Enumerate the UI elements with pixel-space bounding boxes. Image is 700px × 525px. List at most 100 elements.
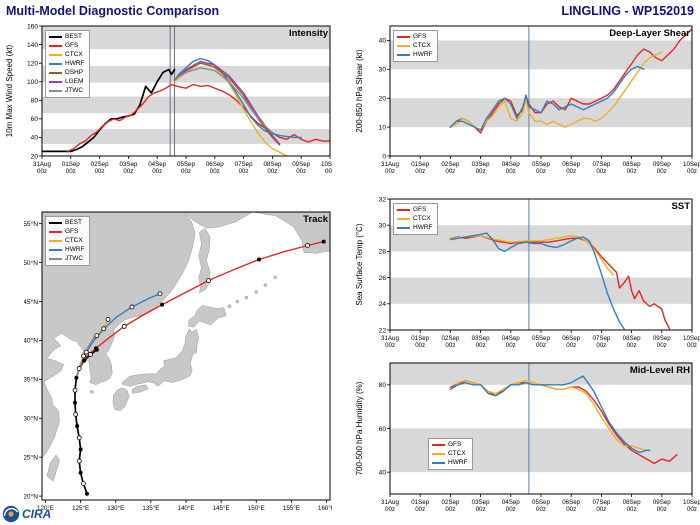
svg-text:155°E: 155°E bbox=[283, 505, 300, 512]
svg-text:26: 26 bbox=[379, 275, 387, 282]
rh-legend: GFS CTCX HWRF bbox=[428, 438, 473, 470]
rh-panel-title: Mid-Level RH bbox=[629, 365, 690, 376]
legend-label-jtwc: JTWC bbox=[65, 255, 84, 262]
svg-text:140: 140 bbox=[27, 42, 38, 49]
legend-swatch-jtwc bbox=[49, 89, 62, 92]
legend-swatch-dshp bbox=[49, 71, 62, 74]
legend-label-ctcx: CTCX bbox=[413, 42, 431, 49]
rh-chart: 31Aug 00z 01Sep 00z 02Sep 00z 03Sep 00z 04Sep 00z… bbox=[379, 362, 700, 513]
legend-label-gfs: GFS bbox=[65, 42, 79, 49]
legend-swatch-best bbox=[49, 35, 62, 38]
svg-text:55°N: 55°N bbox=[24, 220, 38, 228]
legend-label-best: BEST bbox=[65, 219, 82, 226]
legend-label-hwrf: HWRF bbox=[413, 51, 433, 58]
svg-text:130°E: 130°E bbox=[107, 505, 124, 512]
svg-text:25°N: 25°N bbox=[24, 453, 38, 461]
legend-item-gfs: GFS bbox=[397, 33, 433, 41]
legend-item-hwrf: HWRF bbox=[397, 224, 433, 232]
legend-label-ctcx: CTCX bbox=[65, 237, 83, 244]
legend-label-hwrf: HWRF bbox=[65, 246, 85, 253]
svg-text:120°E: 120°E bbox=[37, 505, 54, 512]
legend-item-ctcx: CTCX bbox=[397, 215, 433, 223]
svg-text:150°E: 150°E bbox=[248, 505, 265, 512]
legend-label-gfs: GFS bbox=[448, 441, 462, 448]
legend-label-dshp: DSHP bbox=[65, 69, 84, 76]
legend-item-gfs: GFS bbox=[397, 206, 433, 214]
shear-legend: GFS CTCX HWRF bbox=[393, 30, 438, 62]
svg-text:160°E: 160°E bbox=[318, 505, 332, 512]
legend-swatch-ctcx bbox=[397, 44, 410, 47]
track-legend: BEST GFS CTCX HWRF JTWC bbox=[45, 216, 90, 266]
legend-item-gfs: GFS bbox=[49, 42, 85, 50]
legend-label-hwrf: HWRF bbox=[413, 224, 433, 231]
legend-label-best: BEST bbox=[65, 33, 82, 40]
svg-text:125°E: 125°E bbox=[72, 505, 89, 512]
svg-text:135°E: 135°E bbox=[142, 505, 159, 512]
legend-label-ctcx: CTCX bbox=[65, 51, 83, 58]
svg-text:60: 60 bbox=[379, 426, 387, 433]
legend-swatch-ctcx bbox=[49, 239, 62, 242]
legend-item-gfs: GFS bbox=[432, 441, 468, 449]
svg-text:35°N: 35°N bbox=[24, 376, 38, 384]
intensity-legend: BEST GFS CTCX HWRF DSHP LGEM JTWC bbox=[45, 30, 90, 98]
legend-swatch-hwrf bbox=[397, 226, 410, 229]
legend-swatch-best bbox=[49, 221, 62, 224]
legend-item-ctcx: CTCX bbox=[49, 51, 85, 59]
svg-text:140°E: 140°E bbox=[178, 505, 195, 512]
shear-y-axis-label: 200-850 hPa Shear (kt) bbox=[355, 49, 364, 133]
track-panel-title: Track bbox=[303, 214, 328, 225]
svg-text:40: 40 bbox=[379, 469, 387, 476]
legend-label-gfs: GFS bbox=[65, 228, 79, 235]
legend-label-hwrf: HWRF bbox=[65, 60, 85, 67]
legend-item-jtwc: JTWC bbox=[49, 87, 85, 95]
cira-globe-icon bbox=[2, 505, 20, 523]
legend-item-hwrf: HWRF bbox=[49, 60, 85, 68]
svg-text:60: 60 bbox=[31, 116, 39, 123]
svg-text:80: 80 bbox=[379, 382, 387, 389]
legend-swatch-hwrf bbox=[49, 62, 62, 65]
legend-swatch-ctcx bbox=[49, 53, 62, 56]
legend-item-ctcx: CTCX bbox=[397, 42, 433, 50]
cira-logo: CIRA bbox=[2, 505, 51, 523]
legend-label-hwrf: HWRF bbox=[448, 459, 468, 466]
svg-text:30: 30 bbox=[379, 67, 387, 74]
svg-text:30: 30 bbox=[379, 223, 387, 230]
legend-swatch-hwrf bbox=[49, 248, 62, 251]
sst-legend: GFS CTCX HWRF bbox=[393, 203, 438, 235]
legend-item-hwrf: HWRF bbox=[397, 51, 433, 59]
legend-label-ctcx: CTCX bbox=[413, 215, 431, 222]
legend-item-ctcx: CTCX bbox=[49, 237, 85, 245]
svg-text:100: 100 bbox=[27, 79, 38, 86]
legend-swatch-gfs bbox=[397, 208, 410, 211]
legend-label-gfs: GFS bbox=[413, 206, 427, 213]
svg-text:40: 40 bbox=[31, 135, 39, 142]
cira-logo-text: CIRA bbox=[22, 507, 52, 521]
legend-item-dshp: DSHP bbox=[49, 69, 85, 77]
svg-text:24: 24 bbox=[379, 301, 387, 308]
legend-item-lgem: LGEM bbox=[49, 78, 85, 86]
